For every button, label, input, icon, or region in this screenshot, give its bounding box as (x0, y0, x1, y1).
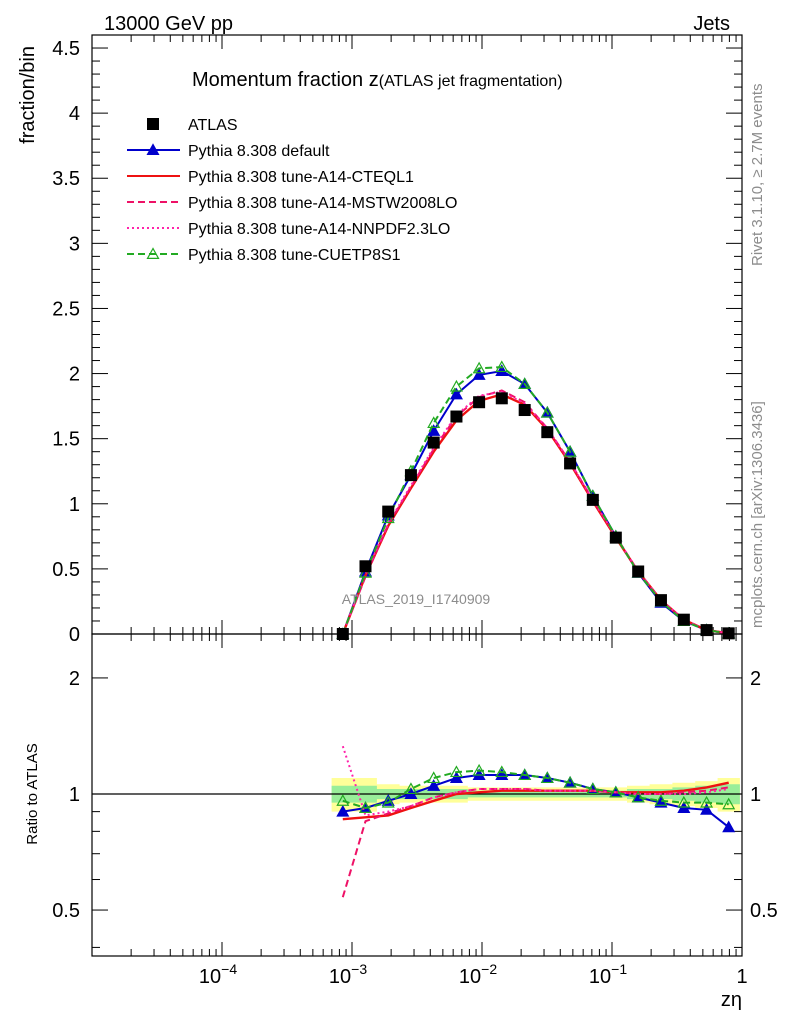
header-right-label: Jets (693, 13, 730, 35)
legend-label: Pythia 8.308 tune-A14-MSTW2008LO (188, 195, 457, 212)
atlas-data-point (359, 560, 372, 573)
series-5-point (518, 377, 532, 389)
analysis-watermark: ATLAS_2019_I1740909 (342, 591, 491, 607)
series-5-point (449, 379, 463, 392)
y-tick-label: 2 (69, 364, 80, 386)
chart-title: Momentum fraction z(ATLAS jet fragmentat… (192, 69, 563, 91)
ratio-series-4-point (722, 797, 736, 810)
y-tick-label: 0.5 (52, 559, 80, 581)
atlas-data-point (450, 410, 463, 423)
x-tick-label: 10−1 (589, 961, 627, 988)
header-left-label: 13000 GeV pp (104, 13, 233, 35)
ratio-series-4-point (677, 795, 691, 808)
atlas-data-point (473, 396, 486, 409)
ratio-series-0-point (654, 795, 668, 808)
ratio-series-4-point (586, 782, 600, 795)
series-5-point (540, 405, 554, 418)
y-tick-label: 4 (69, 103, 80, 125)
x-tick-label: 1 (736, 966, 747, 988)
ratio-series-4-point (472, 763, 486, 776)
x-tick-label: 10−3 (329, 961, 367, 988)
ratio-series-0-point (449, 771, 463, 784)
ratio-series-4-point (495, 765, 509, 778)
series-1-point (495, 364, 509, 376)
ratio-panel: 10−4 10−3 10−2 10−1 1 0.5 0.5 1 1 2 2 (52, 633, 778, 988)
ratio-series-4-point (381, 795, 395, 808)
ratio-series-0-point (336, 804, 350, 817)
main-panel: 0 0.5 1 1.5 2 2.5 3 3.5 4 4.5 (52, 34, 743, 646)
series-1-point (472, 368, 486, 380)
legend-label: Pythia 8.308 tune-A14-CTEQL1 (188, 169, 414, 186)
legend-marker (146, 143, 160, 155)
legend-marker (146, 247, 160, 259)
legend-label: Pythia 8.308 tune-CUETP8S1 (188, 247, 401, 264)
x-axis-label: zη (721, 989, 742, 1011)
ratio-y-tick-label-right: 2 (750, 668, 761, 690)
chart-title-main: Momentum fraction z (192, 69, 379, 91)
legend: ATLAS Pythia 8.308 default Pythia 8.308 tu… (127, 117, 457, 264)
y-tick-label: 4.5 (52, 38, 80, 60)
ratio-y-tick-label-right: 1 (750, 784, 761, 806)
ratio-y-tick-label: 2 (69, 668, 80, 690)
ratio-series-4-point (358, 801, 373, 813)
atlas-data-point (632, 565, 645, 578)
y-tick-label: 1 (69, 494, 80, 516)
series-5-point (472, 361, 486, 374)
ratio-series-4-point (631, 790, 645, 803)
atlas-data-point (404, 469, 417, 482)
legend-marker-atlas (147, 118, 159, 130)
ratio-y-tick-label: 1 (69, 784, 80, 806)
atlas-data-point (586, 493, 599, 506)
legend-label: Pythia 8.308 tune-A14-NNPDF2.3LO (188, 221, 450, 238)
x-tick-label: 10−4 (199, 961, 237, 988)
y-tick-label: 0 (69, 624, 80, 646)
series-1-point (449, 387, 463, 400)
ratio-series-4-point (700, 795, 714, 808)
rivet-label: Rivet 3.1.10, ≥ 2.7M events (749, 84, 766, 267)
ratio-y-tick-label: 0.5 (52, 900, 80, 922)
ratio-series-0-point (722, 820, 736, 833)
ratio-series-0-point (427, 779, 441, 791)
mcplots-label: mcplots.cern.ch [arXiv:1306.3436] (749, 401, 766, 628)
atlas-data-point (654, 594, 667, 607)
x-tick-label: 10−2 (459, 961, 497, 988)
ratio-series-4-point (518, 768, 532, 781)
atlas-data-point (700, 624, 713, 637)
ratio-frame (91, 633, 743, 957)
atlas-data-point (518, 404, 531, 417)
atlas-data-point (382, 505, 395, 518)
ratio-series-4-point (609, 785, 623, 798)
atlas-data-point (677, 613, 690, 626)
atlas-data-point (541, 426, 554, 439)
atlas-data-point (564, 457, 577, 470)
ratio-series-4-point (449, 765, 463, 778)
y-tick-label: 2.5 (52, 298, 80, 320)
ratio-y-tick-label-right: 0.5 (750, 900, 778, 922)
ratio-series-4-point (563, 775, 577, 788)
chart-title-sub: (ATLAS jet fragmentation) (379, 73, 563, 90)
y-tick-label: 1.5 (52, 429, 80, 451)
atlas-data-point (722, 627, 735, 640)
ratio-series-4-point (336, 794, 350, 806)
y-tick-label: 3.5 (52, 168, 80, 190)
legend-label: Pythia 8.308 default (188, 143, 330, 160)
main-ylabel: fraction/bin (17, 46, 39, 144)
atlas-data-point (427, 436, 440, 449)
series-5-point (495, 360, 509, 373)
ratio-ylabel: Ratio to ATLAS (24, 743, 41, 844)
series-5-point (563, 444, 577, 457)
atlas-data-point (609, 531, 622, 544)
ratio-series-0-point (700, 803, 714, 815)
legend-label: ATLAS (188, 117, 238, 134)
ratio-series-4-point (427, 771, 441, 784)
ratio-series-3-line (341, 745, 729, 817)
ratio-series-4-point (404, 782, 418, 795)
ratio-series-4-point (540, 771, 554, 784)
series-5-point (427, 416, 441, 429)
atlas-data-point (495, 392, 508, 405)
ratio-series-4-point (654, 794, 668, 806)
y-tick-label: 3 (69, 233, 80, 255)
